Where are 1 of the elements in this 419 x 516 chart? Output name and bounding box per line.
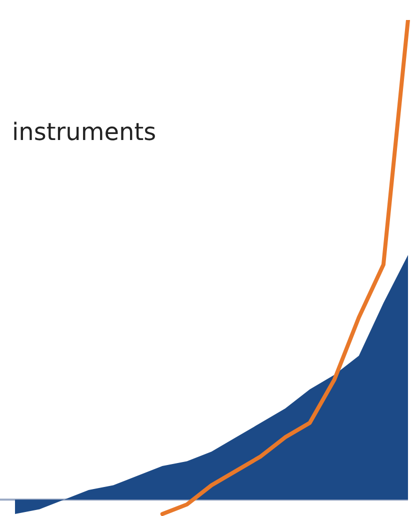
text: instruments xyxy=(12,118,156,146)
